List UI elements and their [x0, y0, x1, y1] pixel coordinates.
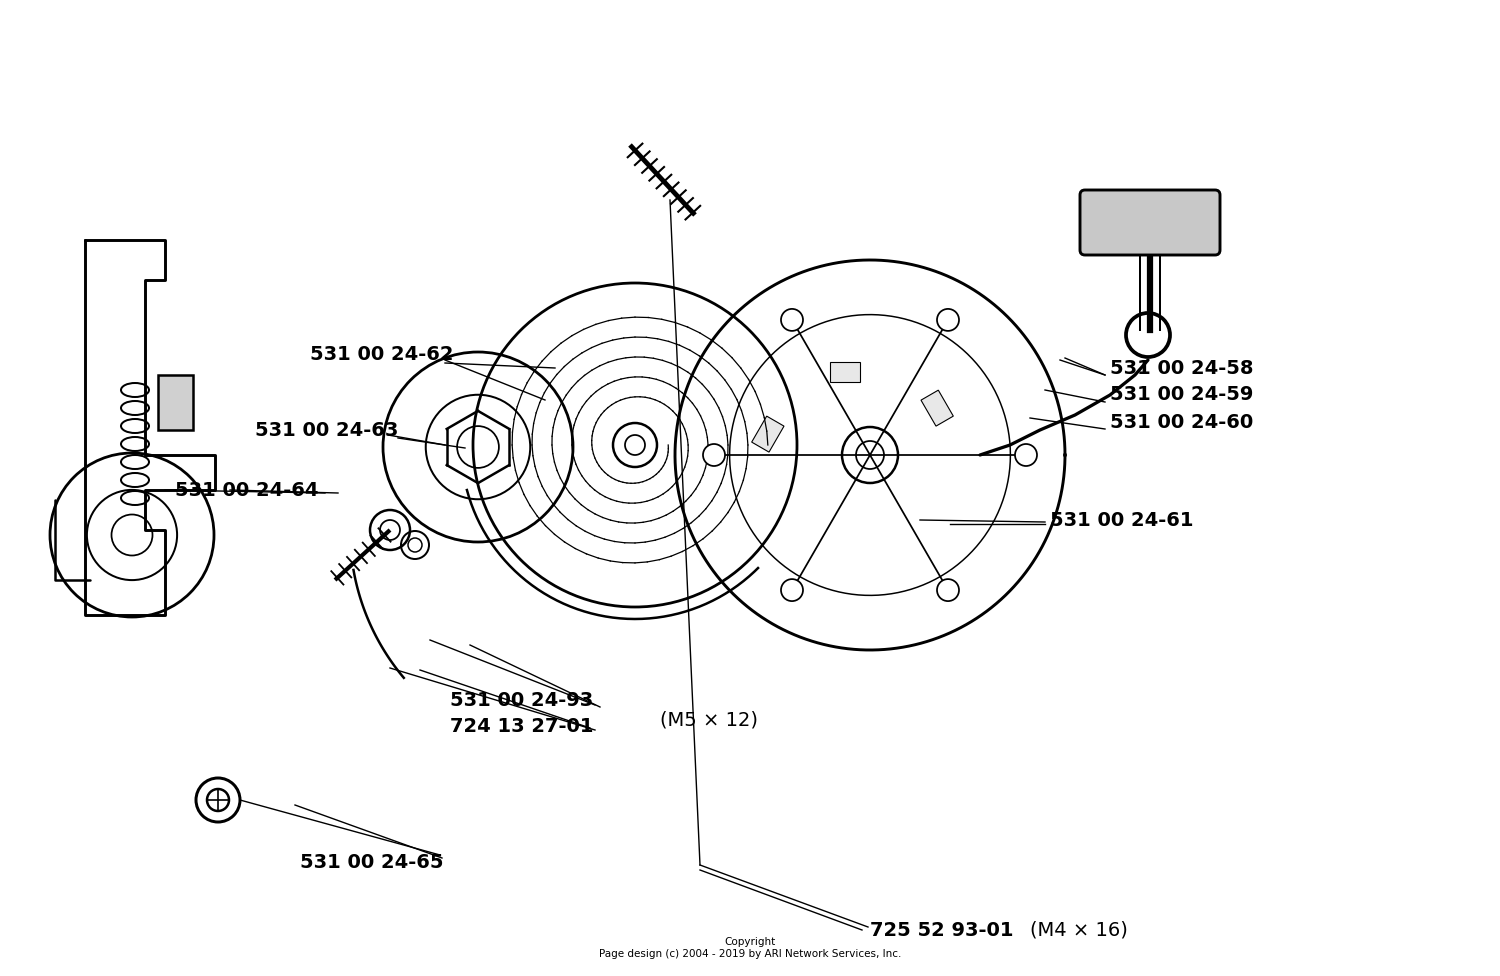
Text: 531 00 24-60: 531 00 24-60	[1110, 413, 1254, 431]
Bar	[921, 390, 954, 427]
Text: 531 00 24-58: 531 00 24-58	[1110, 358, 1254, 378]
Circle shape	[704, 444, 724, 466]
Text: Copyright
Page design (c) 2004 - 2019 by ARI Network Services, Inc.: Copyright Page design (c) 2004 - 2019 by…	[598, 937, 902, 958]
Circle shape	[782, 308, 802, 331]
Bar	[158, 375, 194, 430]
Text: 531 00 24-63: 531 00 24-63	[255, 421, 399, 439]
Bar	[752, 416, 784, 452]
Text: 724 13 27-01: 724 13 27-01	[450, 717, 594, 737]
Circle shape	[782, 579, 802, 601]
Text: 531 00 24-62: 531 00 24-62	[310, 346, 453, 364]
Circle shape	[938, 308, 958, 331]
Text: (M4 × 16): (M4 × 16)	[1030, 920, 1128, 940]
Circle shape	[938, 579, 958, 601]
Text: (M5 × 12): (M5 × 12)	[660, 711, 758, 729]
Text: 531 00 24-93: 531 00 24-93	[450, 690, 592, 710]
Text: 531 00 24-64: 531 00 24-64	[176, 480, 318, 500]
Bar	[830, 362, 860, 383]
Text: 531 00 24-59: 531 00 24-59	[1110, 386, 1254, 404]
Circle shape	[1016, 444, 1036, 466]
Text: 531 00 24-61: 531 00 24-61	[1050, 510, 1194, 530]
FancyBboxPatch shape	[1080, 190, 1220, 255]
Text: 531 00 24-65: 531 00 24-65	[300, 852, 444, 872]
Text: 725 52 93-01: 725 52 93-01	[870, 920, 1014, 940]
